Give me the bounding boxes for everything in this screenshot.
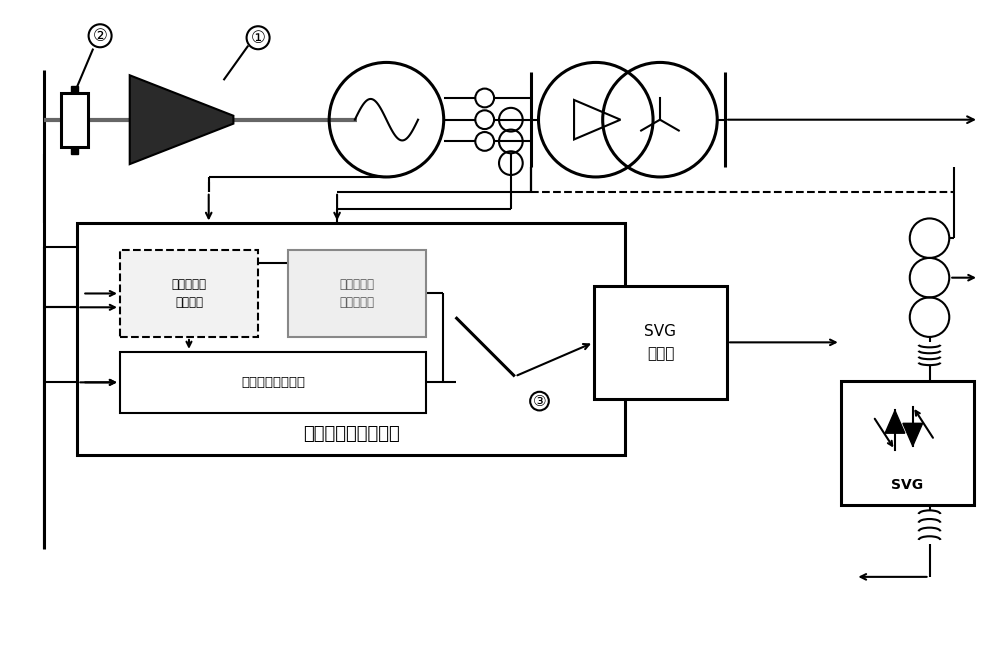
Bar — [120, 352, 426, 413]
Text: 次同步阻尼控制装置: 次同步阻尼控制装置 — [303, 425, 400, 443]
Text: ②: ② — [93, 26, 108, 45]
Bar — [841, 381, 974, 505]
Polygon shape — [885, 410, 905, 433]
Text: SVG: SVG — [891, 478, 923, 492]
Bar — [594, 285, 727, 399]
Bar — [71, 85, 78, 93]
Bar — [71, 147, 78, 154]
Bar — [288, 250, 426, 337]
Text: SVG
控制器: SVG 控制器 — [644, 324, 676, 361]
Bar — [77, 223, 625, 455]
Text: ③: ③ — [533, 394, 546, 408]
Text: 闭环抑制控制环节: 闭环抑制控制环节 — [241, 376, 305, 389]
Text: 移相参数自
整定模块: 移相参数自 整定模块 — [171, 278, 206, 309]
Polygon shape — [130, 75, 233, 164]
FancyBboxPatch shape — [120, 250, 258, 337]
Bar — [61, 93, 88, 147]
Polygon shape — [903, 423, 923, 446]
Text: 扜振激励信
号生成模块: 扜振激励信 号生成模块 — [339, 278, 374, 309]
Text: ①: ① — [251, 28, 266, 47]
